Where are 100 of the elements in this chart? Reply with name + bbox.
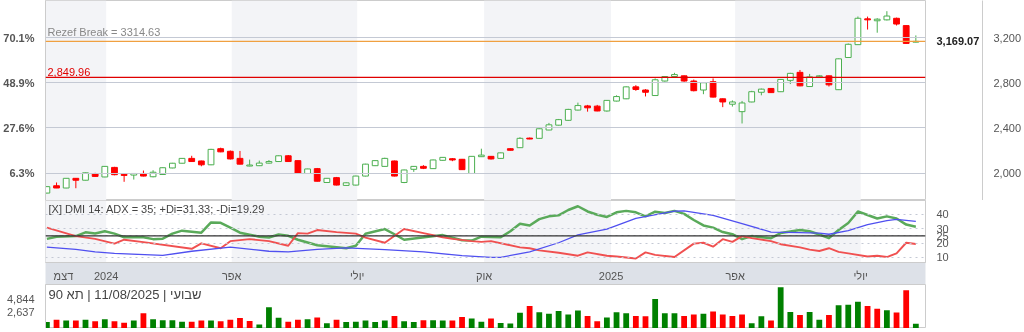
bar: [719, 314, 726, 328]
bar: [275, 317, 282, 328]
bar: [748, 323, 755, 328]
bar: [217, 321, 224, 328]
candlestick: [120, 173, 128, 183]
bar: [372, 322, 379, 328]
bar: [198, 320, 205, 328]
bar: [401, 321, 408, 328]
bar: [835, 305, 842, 328]
bar: [816, 319, 823, 328]
bar: [536, 312, 543, 328]
bar: [903, 290, 910, 328]
bar: [468, 318, 475, 328]
bar: [912, 323, 919, 328]
bar: [632, 315, 639, 328]
line-series: [45, 226, 917, 260]
bar: [343, 322, 350, 328]
bar: [883, 310, 890, 328]
bar: [227, 319, 234, 328]
chart-title: שבועי | 11/08/2025 | תא 90: [48, 286, 202, 302]
bar: [517, 312, 523, 328]
y-tick-label: 4,844: [6, 292, 35, 305]
bar: [478, 321, 485, 328]
bar: [208, 320, 214, 328]
bar: [575, 310, 581, 328]
x-tick-label: יולי: [853, 269, 868, 282]
bar: [797, 315, 803, 328]
bar: [92, 321, 99, 328]
ref-line-label: 2,849.96: [47, 66, 91, 79]
ref-line-label: 3,169.07: [936, 35, 980, 48]
bar: [295, 319, 301, 328]
bar: [169, 320, 176, 328]
bar: [266, 307, 272, 328]
bar: [63, 320, 70, 328]
bar: [323, 323, 330, 328]
bar: [381, 320, 388, 328]
bar: [855, 301, 861, 328]
bar: [690, 314, 697, 328]
bar: [121, 322, 128, 328]
bar: [652, 299, 659, 328]
bar: [420, 320, 427, 328]
x-tick-label: 2024: [93, 269, 119, 282]
y2-tick-label: 27.6%: [3, 121, 35, 134]
bar: [845, 304, 852, 328]
x-tick-label: דצמ: [53, 269, 74, 282]
bar: [806, 311, 813, 328]
bar: [565, 314, 572, 328]
bar: [410, 322, 417, 328]
bar: [681, 315, 688, 328]
bar: [101, 319, 108, 328]
y-tick-label: 2,800: [993, 76, 1022, 89]
bar: [179, 321, 185, 328]
bar: [314, 317, 321, 328]
y2-tick-label: 48.9%: [3, 76, 35, 89]
y2-tick-label: 70.1%: [3, 31, 35, 44]
bar: [710, 311, 716, 328]
x-tick-label: יולי: [350, 269, 365, 282]
chart-title: [X] DMI 14: ADX = 35; +Di=31.33; -Di=19.29: [48, 202, 265, 215]
bar: [826, 315, 832, 328]
candlestick: [738, 100, 746, 124]
bar: [45, 322, 50, 328]
bar: [237, 318, 243, 328]
bar: [777, 287, 784, 328]
bar: [430, 320, 436, 328]
bar: [623, 313, 630, 328]
x-tick-label: אפר: [221, 269, 242, 282]
x-tick-label: אוק: [475, 269, 493, 282]
y-tick-label: 40: [936, 208, 949, 221]
x-tick-label: אפר: [725, 269, 745, 282]
bar: [111, 321, 118, 328]
bar: [739, 314, 745, 328]
y-tick-label: 10: [936, 251, 949, 264]
bar: [497, 322, 504, 328]
bar: [459, 317, 465, 328]
candlestick: [709, 77, 717, 98]
bar: [150, 319, 156, 328]
bar: [555, 311, 562, 328]
bar: [246, 320, 253, 328]
bar: [603, 317, 610, 328]
bar: [256, 324, 263, 328]
y-tick-label: 2,400: [993, 121, 1022, 134]
bar: [661, 313, 668, 328]
bar: [507, 323, 514, 328]
bar: [594, 321, 601, 328]
y-tick-label: 2,637: [6, 306, 35, 319]
annotation: Rezef Break = 3314.63: [47, 25, 161, 38]
y-tick-label: 2,000: [993, 167, 1022, 180]
y-tick-label: 3,200: [993, 31, 1022, 44]
bar: [546, 313, 552, 328]
bar: [526, 306, 533, 328]
bar: [130, 320, 137, 328]
bar: [285, 321, 292, 328]
bar: [768, 320, 774, 328]
x-tick-label: 2025: [598, 269, 624, 282]
bar: [758, 316, 765, 328]
bar: [488, 318, 494, 328]
bar: [787, 311, 794, 328]
bar: [159, 320, 166, 328]
bar: [874, 308, 881, 328]
bar: [72, 320, 79, 328]
